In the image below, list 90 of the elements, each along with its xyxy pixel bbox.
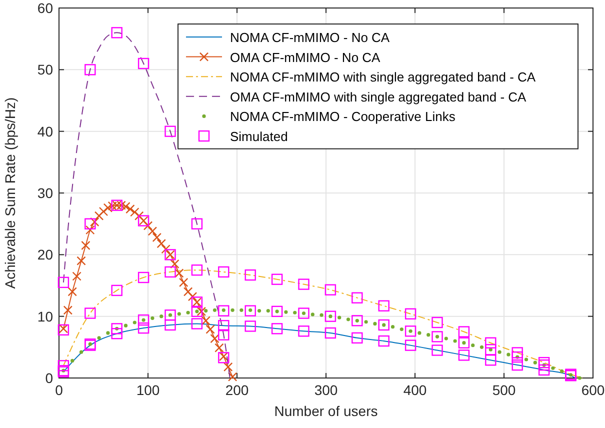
point: [132, 320, 136, 324]
point: [214, 343, 224, 352]
point: [72, 272, 82, 281]
point: [86, 225, 95, 235]
point: [143, 221, 153, 230]
y-tick-label: 60: [37, 0, 54, 16]
point: [188, 292, 198, 302]
point: [170, 259, 180, 269]
point: [560, 369, 564, 374]
y-tick-label: 10: [37, 308, 54, 324]
y-tick-label: 40: [37, 123, 54, 140]
point: [177, 312, 181, 316]
point: [206, 324, 215, 334]
legend-label: NOMA CF-mMIMO - No CA: [230, 30, 390, 45]
point: [126, 204, 135, 214]
point: [160, 314, 164, 318]
x-tick-label: 200: [225, 382, 249, 398]
point: [90, 217, 100, 227]
y-axis-title: Achievable Sum Rate (bps/Hz): [2, 97, 18, 289]
legend-label: NOMA CF-mMIMO with single aggregated band - CA: [230, 70, 536, 85]
point: [400, 327, 404, 332]
point: [196, 306, 206, 316]
point: [346, 318, 350, 322]
point: [183, 287, 193, 296]
point: [152, 232, 162, 242]
legend-label: OMA CF-mMIMO - No CA: [230, 50, 381, 65]
point: [373, 322, 377, 326]
point: [506, 352, 510, 356]
point: [293, 310, 297, 314]
point: [480, 345, 484, 349]
point: [210, 334, 220, 344]
y-tick-label: 50: [37, 62, 54, 78]
point: [524, 358, 528, 362]
point: [63, 306, 72, 315]
point: [224, 362, 233, 372]
point: [201, 316, 210, 326]
point: [578, 376, 582, 380]
point: [257, 308, 262, 313]
y-tick-label: 20: [37, 246, 54, 263]
point: [444, 336, 448, 340]
point: [70, 358, 74, 363]
legend-label: Simulated: [230, 129, 288, 144]
point: [320, 313, 324, 317]
x-axis-title: Number of users: [274, 403, 378, 419]
x-tick-label: 0: [55, 382, 64, 398]
point: [81, 240, 90, 250]
point: [498, 350, 502, 354]
point: [453, 339, 457, 343]
x-tick-label: 500: [492, 382, 516, 398]
point: [106, 331, 110, 335]
point: [174, 268, 184, 278]
point: [551, 366, 555, 370]
x-tick-label: 300: [314, 382, 338, 398]
point: [364, 320, 368, 324]
point: [240, 308, 244, 312]
point: [130, 208, 140, 217]
point: [338, 316, 342, 320]
point: [418, 331, 422, 335]
point: [204, 308, 208, 313]
point: [426, 333, 430, 337]
point: [390, 325, 395, 329]
point: [310, 312, 314, 316]
x-tick-label: 400: [403, 382, 427, 398]
point: [97, 336, 101, 340]
point: [186, 310, 190, 314]
point: [79, 350, 84, 354]
point: [98, 206, 108, 216]
point: [94, 211, 104, 220]
point: [124, 324, 128, 328]
point: [471, 344, 475, 348]
y-tick-label: 30: [37, 185, 54, 201]
point: [134, 211, 144, 220]
point: [284, 310, 288, 314]
point: [266, 308, 270, 313]
point: [161, 244, 170, 254]
x-tick-label: 100: [136, 382, 160, 398]
legend-label: OMA CF-mMIMO with single aggregated band - CA: [230, 89, 527, 104]
x-tick-label: 600: [581, 382, 605, 398]
y-tick-label: 0: [45, 370, 54, 386]
point: [68, 287, 77, 296]
legend-label: NOMA CF-mMIMO - Cooperative Links: [230, 109, 456, 124]
point: [150, 316, 154, 320]
point: [228, 372, 238, 382]
point: [212, 308, 217, 312]
point: [179, 278, 188, 288]
point: [76, 256, 86, 266]
point: [533, 360, 537, 364]
point: [148, 226, 158, 236]
point: [156, 238, 166, 248]
point: [230, 308, 234, 312]
